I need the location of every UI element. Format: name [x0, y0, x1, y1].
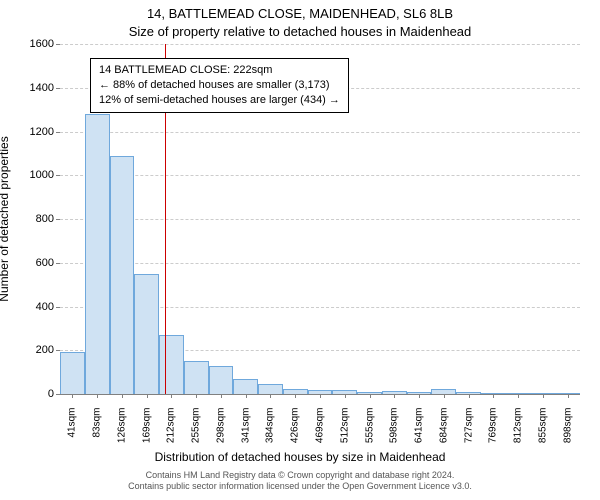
x-tick-mark: [221, 394, 222, 398]
x-tick-mark: [444, 394, 445, 398]
attribution-line-2: Contains public sector information licen…: [0, 481, 600, 492]
y-tick-label: 1000: [4, 169, 54, 181]
x-tick-mark: [518, 394, 519, 398]
bar: [110, 156, 135, 394]
x-tick-mark: [493, 394, 494, 398]
y-tick-label: 600: [4, 257, 54, 269]
x-tick-mark: [147, 394, 148, 398]
y-tick-label: 800: [4, 213, 54, 225]
y-tick-label: 0: [4, 388, 54, 400]
x-tick-mark: [295, 394, 296, 398]
bar: [209, 366, 234, 394]
attribution: Contains HM Land Registry data © Crown c…: [0, 470, 600, 493]
x-tick-mark: [345, 394, 346, 398]
bar: [85, 114, 110, 394]
x-axis-label: Distribution of detached houses by size …: [0, 450, 600, 464]
x-tick-mark: [370, 394, 371, 398]
annotation-line-3: 12% of semi-detached houses are larger (…: [99, 93, 340, 108]
x-tick-mark: [97, 394, 98, 398]
bar: [60, 352, 85, 394]
bar: [159, 335, 184, 394]
x-tick-mark: [72, 394, 73, 398]
chart-title-line2: Size of property relative to detached ho…: [0, 24, 600, 39]
chart-title-line1: 14, BATTLEMEAD CLOSE, MAIDENHEAD, SL6 8L…: [0, 6, 600, 21]
annotation-box: 14 BATTLEMEAD CLOSE: 222sqm ← 88% of det…: [90, 58, 349, 113]
bar: [134, 274, 159, 394]
chart-container: 14, BATTLEMEAD CLOSE, MAIDENHEAD, SL6 8L…: [0, 0, 600, 500]
bar: [233, 379, 258, 394]
x-tick-mark: [270, 394, 271, 398]
y-tick-label: 1400: [4, 82, 54, 94]
x-tick-mark: [320, 394, 321, 398]
annotation-line-1: 14 BATTLEMEAD CLOSE: 222sqm: [99, 63, 340, 78]
annotation-line-2: ← 88% of detached houses are smaller (3,…: [99, 78, 340, 93]
x-tick-mark: [171, 394, 172, 398]
x-tick-mark: [394, 394, 395, 398]
y-tick-label: 1600: [4, 38, 54, 50]
bar: [258, 384, 283, 394]
x-tick-mark: [543, 394, 544, 398]
x-tick-mark: [246, 394, 247, 398]
y-tick-label: 1200: [4, 126, 54, 138]
bar: [184, 361, 209, 394]
attribution-line-1: Contains HM Land Registry data © Crown c…: [0, 470, 600, 481]
x-tick-mark: [568, 394, 569, 398]
y-tick-label: 200: [4, 344, 54, 356]
y-tick-label: 400: [4, 301, 54, 313]
x-tick-mark: [196, 394, 197, 398]
x-tick-mark: [122, 394, 123, 398]
x-tick-mark: [419, 394, 420, 398]
x-tick-mark: [469, 394, 470, 398]
